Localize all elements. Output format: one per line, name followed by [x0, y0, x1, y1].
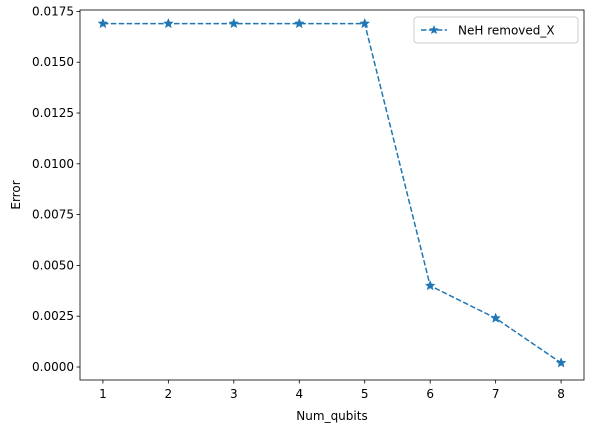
data-point-marker	[228, 17, 240, 29]
y-tick-label: 0.0100	[32, 157, 74, 171]
x-tick-label: 5	[361, 387, 369, 401]
series-line	[102, 22, 562, 364]
y-tick-label: 0.0125	[32, 106, 74, 120]
y-tick-label: 0.0175	[32, 4, 74, 18]
series-layer	[97, 17, 567, 368]
data-point-marker	[490, 312, 502, 323]
x-tick-label: 4	[295, 387, 303, 401]
data-point-marker	[424, 280, 436, 291]
y-tick-label: 0.0150	[32, 55, 74, 69]
y-axis-title: Error	[9, 180, 23, 209]
legend: NeH removed_X	[413, 16, 579, 44]
legend-box	[413, 16, 579, 44]
y-tick-label: 0.0075	[32, 208, 74, 222]
x-tick-label: 3	[230, 387, 238, 401]
y-tick-label: 0.0050	[32, 258, 74, 272]
x-tick-label: 6	[426, 387, 434, 401]
data-point-marker	[359, 17, 371, 29]
plot-area-frame	[79, 9, 585, 381]
x-tick-label: 1	[99, 387, 107, 401]
x-axis-title: Num_qubits	[296, 409, 367, 423]
y-tick-label: 0.0025	[32, 309, 74, 323]
data-point-marker	[293, 17, 305, 29]
legend-star-marker	[429, 25, 439, 35]
legend-label: NeH removed_X	[458, 24, 555, 38]
x-tick-label: 8	[557, 387, 565, 401]
x-tick-label: 7	[492, 387, 500, 401]
data-point-marker	[97, 17, 109, 29]
data-point-marker	[555, 357, 567, 368]
data-point-marker	[162, 17, 174, 29]
y-tick-label: 0.0000	[32, 360, 74, 374]
x-tick-label: 2	[165, 387, 173, 401]
x-axis-ticks: 1 2 3 4 5 6 7 8	[99, 380, 565, 401]
y-axis-ticks: 0.0000 0.0025 0.0050 0.0075 0.0100 0.0125 0.01…	[32, 4, 80, 374]
